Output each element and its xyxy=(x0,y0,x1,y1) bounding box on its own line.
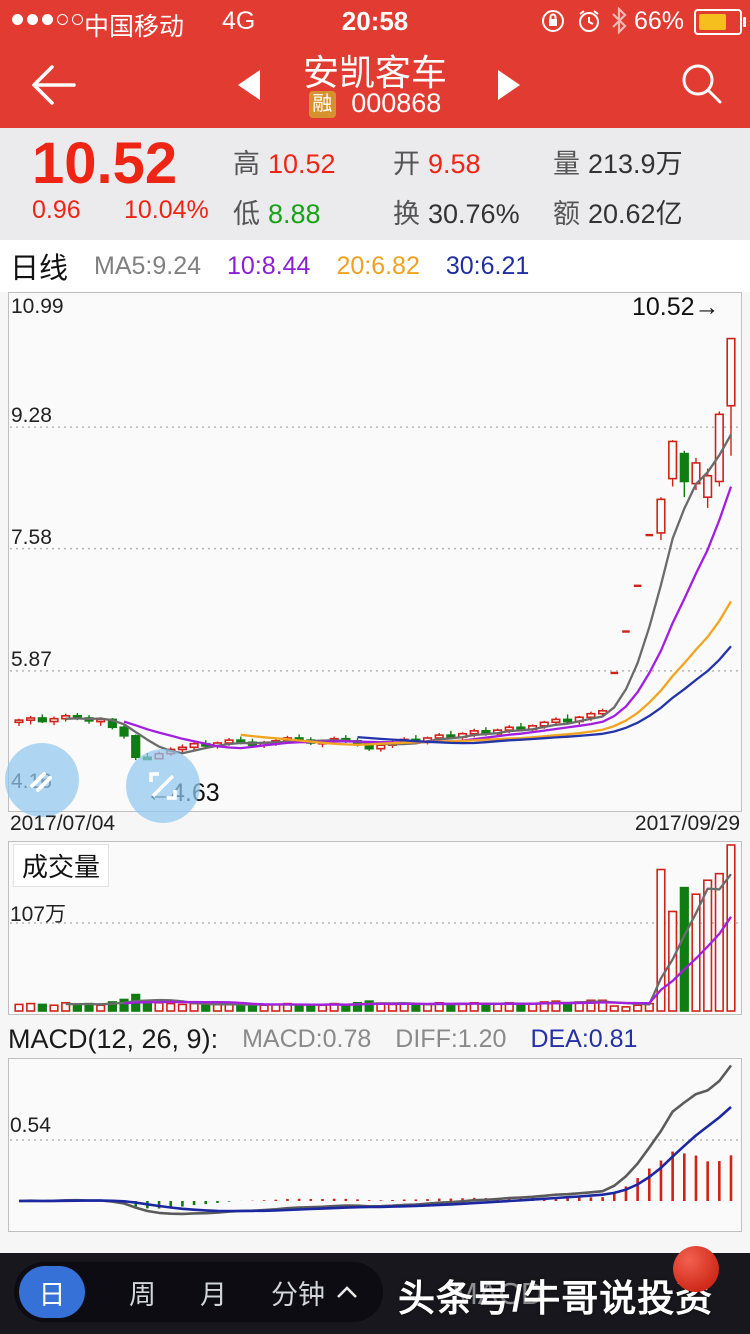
clock-label: 20:58 xyxy=(341,6,409,36)
watermark: 头条号/牛哥说投资 xyxy=(398,1278,714,1319)
high-price-annotation: 10.52→ xyxy=(632,293,720,321)
volume-panel[interactable] xyxy=(8,841,742,1015)
diagonal-arrows-icon xyxy=(149,772,177,800)
ma30-value: 30:6.21 xyxy=(445,251,530,280)
stat-high-label: 高 xyxy=(233,149,260,179)
candlestick-panel[interactable] xyxy=(8,292,742,812)
quote-strip: 10.52 0.96 10.04% 高 10.52 开 9.58 量 213.9万 低… xyxy=(0,128,750,241)
scroll-right-handle[interactable] xyxy=(5,743,79,817)
stat-volume-value: 213.9万 xyxy=(588,149,683,179)
stock-code-row: 融 000868 xyxy=(0,88,750,119)
macd-title: MACD(12, 26, 9): xyxy=(8,1023,219,1054)
double-chevron-icon xyxy=(30,772,52,792)
volume-chart[interactable] xyxy=(9,842,741,1014)
stat-low-value: 8.88 xyxy=(268,199,321,229)
macd-grid-label: 0.54 xyxy=(10,1114,51,1137)
price-change: 0.96 xyxy=(32,196,81,224)
network-label: 4G xyxy=(222,7,256,35)
bluetooth-icon xyxy=(612,7,627,34)
battery-icon xyxy=(694,9,746,35)
stat-amount-label: 额 xyxy=(553,199,580,229)
ma10-value: 10:8.44 xyxy=(227,251,311,280)
volume-title: 成交量 xyxy=(13,844,110,887)
signal-strength-icon xyxy=(12,14,83,25)
dea-value: DEA:0.81 xyxy=(530,1024,638,1053)
diff-value: DIFF:1.20 xyxy=(395,1024,507,1053)
notification-bubble[interactable] xyxy=(673,1246,719,1292)
stat-high-value: 10.52 xyxy=(268,149,336,179)
stat-volume-label: 量 xyxy=(553,149,580,179)
stat-turnover-value: 30.76% xyxy=(428,199,520,229)
orientation-lock-icon xyxy=(542,10,564,32)
battery-percent-label: 66% xyxy=(634,7,685,35)
tab-month[interactable]: 月 xyxy=(200,1279,227,1310)
tab-minute[interactable]: 分钟 xyxy=(271,1273,359,1312)
date-end-label: 2017/09/29 xyxy=(634,812,740,835)
nav-bar: 安凯客车 融 000868 xyxy=(0,40,750,128)
macd-indicator-bar[interactable]: MACD(12, 26, 9): MACD:0.78 DIFF:1.20 DEA… xyxy=(0,1020,750,1058)
tab-week[interactable]: 周 xyxy=(129,1279,156,1310)
tab-minute-label: 分钟 xyxy=(271,1279,325,1310)
search-icon[interactable] xyxy=(678,60,726,108)
prev-stock-button[interactable] xyxy=(238,70,260,100)
stat-low-label: 低 xyxy=(233,199,260,229)
next-stock-button[interactable] xyxy=(498,70,520,100)
y-axis-label: 10.99 xyxy=(11,295,64,318)
back-button[interactable] xyxy=(22,60,82,110)
carrier-label: 中国移动 xyxy=(84,13,185,41)
price-change-pct: 10.04% xyxy=(124,196,209,224)
date-start-label: 2017/07/04 xyxy=(10,812,116,835)
ma20-value: 20:6.82 xyxy=(336,251,420,280)
period-tab-group: 日 周 月 分钟 xyxy=(14,1262,383,1322)
candlestick-chart[interactable] xyxy=(9,293,741,811)
macd-tab-label: MACD xyxy=(452,1276,544,1311)
stat-open-value: 9.58 xyxy=(428,149,481,179)
macd-panel[interactable] xyxy=(8,1058,742,1232)
last-price: 10.52 xyxy=(32,131,178,196)
tab-day[interactable]: 日 xyxy=(19,1266,85,1318)
alarm-clock-icon xyxy=(579,10,599,32)
stat-open-label: 开 xyxy=(393,149,420,179)
stat-amount-value: 20.62亿 xyxy=(588,199,683,229)
stock-title: 安凯客车 xyxy=(302,52,447,93)
y-axis-label: 5.87 xyxy=(11,648,52,671)
ma-indicator-bar: 日线 MA5:9.24 10:8.44 20:6.82 30:6.21 xyxy=(0,240,750,292)
zoom-resize-handle[interactable] xyxy=(126,749,200,823)
margin-badge: 融 xyxy=(308,91,336,119)
ma5-value: MA5:9.24 xyxy=(94,251,202,280)
stat-turnover-label: 换 xyxy=(393,199,420,229)
macd-value: MACD:0.78 xyxy=(242,1024,372,1053)
y-axis-label: 7.58 xyxy=(11,526,52,549)
period-label[interactable]: 日线 xyxy=(10,253,69,285)
volume-grid-label: 107万 xyxy=(10,903,67,926)
macd-chart[interactable] xyxy=(9,1059,741,1231)
status-bar: 中国移动 4G 20:58 66% xyxy=(0,0,750,41)
bottom-tab-bar: 日 周 月 分钟 xyxy=(0,1253,750,1334)
y-axis-label: 9.28 xyxy=(11,404,52,427)
stock-code: 000868 xyxy=(351,88,442,118)
chevron-up-icon xyxy=(337,1286,357,1298)
